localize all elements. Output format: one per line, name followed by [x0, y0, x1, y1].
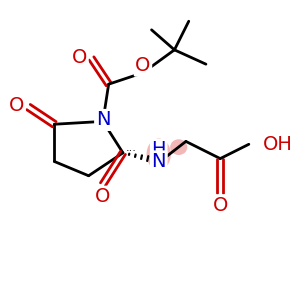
Text: OH: OH — [263, 135, 293, 154]
Text: N: N — [96, 110, 110, 130]
Text: O: O — [9, 96, 24, 115]
Text: N: N — [152, 152, 166, 171]
Text: O: O — [72, 47, 87, 67]
Ellipse shape — [170, 139, 187, 155]
Text: H: H — [152, 140, 166, 160]
Text: O: O — [95, 187, 111, 206]
Text: O: O — [135, 56, 151, 75]
Ellipse shape — [146, 139, 171, 170]
Text: O: O — [212, 196, 228, 215]
Text: ···: ··· — [126, 146, 137, 156]
